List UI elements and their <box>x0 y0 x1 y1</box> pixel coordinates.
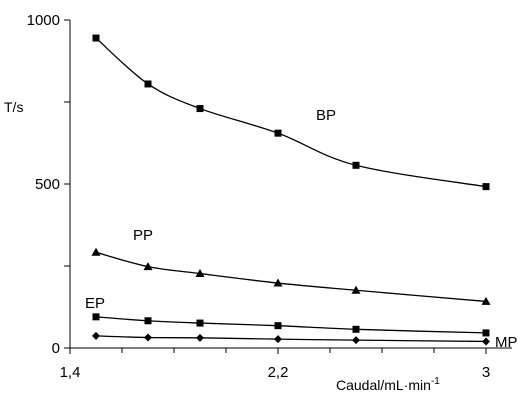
data-point-pp <box>481 296 491 305</box>
data-point-ep <box>482 329 490 337</box>
data-point-mp <box>482 337 490 346</box>
series-markers <box>91 34 491 346</box>
data-point-pp <box>273 278 283 287</box>
data-point-bp <box>196 105 204 113</box>
data-point-bp <box>144 80 152 88</box>
data-point-pp <box>91 247 101 256</box>
x-axis-title-exponent: -1 <box>431 376 440 387</box>
data-point-bp <box>274 129 282 137</box>
y-tick-label: 1000 <box>27 12 60 29</box>
data-point-mp <box>144 333 152 342</box>
x-tick-label: 2,2 <box>268 364 289 381</box>
data-point-pp <box>195 269 205 278</box>
data-point-mp <box>196 333 204 342</box>
series-label-ep: EP <box>85 295 105 312</box>
series-label-pp: PP <box>133 227 153 244</box>
series-line-pp <box>95 251 487 303</box>
data-point-mp <box>274 335 282 344</box>
y-tick-label: 0 <box>52 340 60 357</box>
data-point-ep <box>92 313 100 321</box>
tick-labels: 0 500 1000 1,4 2,2 3 <box>27 12 491 381</box>
y-tick-label: 500 <box>35 176 60 193</box>
data-point-ep <box>274 322 282 330</box>
data-point-bp <box>352 161 360 169</box>
data-point-bp <box>482 183 490 191</box>
x-tick-label: 1,4 <box>60 364 81 381</box>
y-axis-title: T/s <box>4 99 23 115</box>
series-label-mp: MP <box>495 334 518 351</box>
data-point-mp <box>92 331 100 340</box>
x-axis-title-text: Caudal/mL·min <box>336 377 431 393</box>
x-axis-title: Caudal/mL·min-1 <box>336 376 440 393</box>
data-point-ep <box>196 319 204 327</box>
series-lines <box>95 37 487 343</box>
series-line-bp <box>95 37 487 188</box>
x-tick-label: 3 <box>482 364 490 381</box>
data-point-pp <box>143 262 153 271</box>
series-label-bp: BP <box>316 107 336 124</box>
data-point-ep <box>144 317 152 325</box>
series-line-ep <box>95 316 487 334</box>
series-line-mp <box>95 335 487 343</box>
axes <box>64 19 512 354</box>
data-point-pp <box>351 285 361 294</box>
data-point-mp <box>352 336 360 345</box>
data-point-ep <box>352 325 360 333</box>
series-labels: BP PP EP MP <box>85 107 518 351</box>
data-point-bp <box>92 34 100 42</box>
